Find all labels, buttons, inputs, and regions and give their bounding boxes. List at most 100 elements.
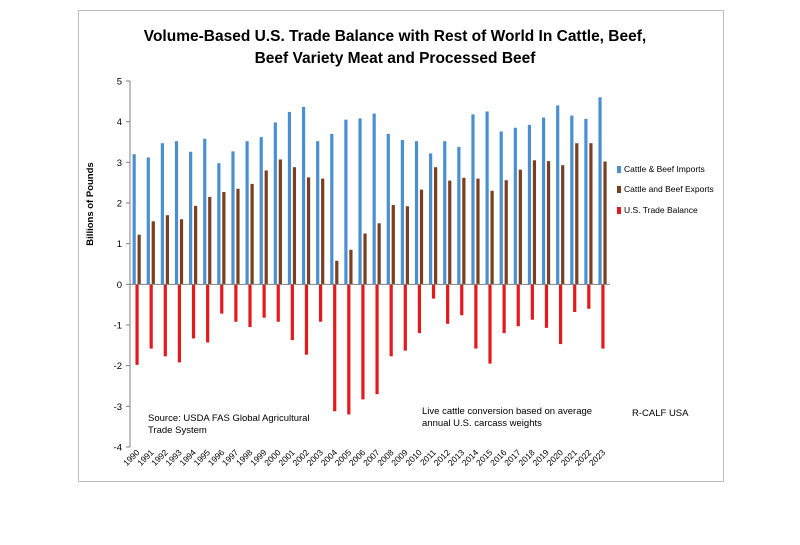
y-tick-label: 1 bbox=[117, 239, 122, 250]
bar-series bbox=[132, 97, 607, 415]
conversion-note-line-1: Live cattle conversion based on average bbox=[422, 406, 592, 417]
y-tick-label: 3 bbox=[117, 158, 122, 169]
bar-exports-2018 bbox=[532, 160, 537, 285]
bar-imports-2022 bbox=[584, 118, 588, 285]
bar-balance-1991 bbox=[149, 284, 153, 349]
y-tick-label: -4 bbox=[114, 443, 122, 454]
bar-exports-2007 bbox=[377, 223, 381, 285]
bar-balance-1996 bbox=[220, 284, 224, 314]
bar-exports-2001 bbox=[292, 167, 297, 285]
bar-imports-1996 bbox=[217, 163, 221, 285]
y-tick-label: 5 bbox=[117, 77, 122, 88]
bar-exports-2006 bbox=[363, 233, 367, 285]
bar-imports-2006 bbox=[358, 118, 362, 285]
bar-imports-1994 bbox=[189, 151, 193, 285]
bar-exports-2014 bbox=[476, 178, 480, 285]
bar-imports-2019 bbox=[541, 117, 546, 285]
legend: Cattle & Beef Imports Cattle and Beef Exp… bbox=[617, 164, 714, 215]
bar-balance-1995 bbox=[206, 284, 210, 343]
legend-label-3: U.S. Trade Balance bbox=[624, 205, 698, 215]
bar-balance-2021 bbox=[573, 284, 577, 312]
bar-exports-2021 bbox=[575, 143, 579, 285]
bar-balance-1994 bbox=[191, 284, 196, 339]
bar-imports-2010 bbox=[414, 141, 419, 285]
bar-balance-2015 bbox=[488, 284, 492, 364]
bar-imports-2009 bbox=[400, 139, 404, 285]
bar-imports-1992 bbox=[160, 143, 164, 285]
bar-imports-1991 bbox=[146, 157, 150, 285]
bar-balance-2018 bbox=[530, 284, 534, 320]
bar-exports-2013 bbox=[462, 177, 466, 285]
bar-balance-2000 bbox=[276, 284, 280, 322]
legend-swatch-2 bbox=[617, 186, 621, 193]
bar-balance-2010 bbox=[417, 284, 422, 334]
bar-exports-2003 bbox=[321, 178, 325, 285]
bar-balance-2014 bbox=[474, 284, 478, 349]
bar-imports-2011 bbox=[429, 153, 433, 285]
chart-title-line-2: Beef Variety Meat and Processed Beef bbox=[255, 50, 537, 67]
bar-balance-2012 bbox=[446, 284, 450, 324]
bar-imports-1995 bbox=[203, 138, 207, 285]
bar-imports-2001 bbox=[287, 111, 292, 285]
bar-imports-2018 bbox=[527, 124, 532, 285]
bar-exports-1997 bbox=[236, 188, 240, 285]
bar-imports-2003 bbox=[316, 141, 320, 285]
y-tick-label: 0 bbox=[117, 280, 122, 291]
bar-imports-2002 bbox=[301, 107, 306, 285]
bar-balance-2008 bbox=[389, 284, 393, 357]
bar-imports-1997 bbox=[231, 151, 235, 285]
source-note-line-2: Trade System bbox=[148, 425, 207, 436]
bar-balance-2001 bbox=[290, 284, 294, 341]
bar-balance-2006 bbox=[361, 284, 365, 400]
y-tick-label: -1 bbox=[114, 321, 122, 332]
bar-exports-2020 bbox=[561, 165, 565, 285]
bar-exports-1990 bbox=[137, 234, 141, 285]
bar-imports-2016 bbox=[499, 131, 503, 285]
legend-swatch-1 bbox=[617, 166, 621, 173]
bar-imports-2015 bbox=[485, 111, 489, 285]
bar-balance-2022 bbox=[587, 284, 591, 309]
y-tick-label: 4 bbox=[117, 117, 122, 128]
bar-balance-2016 bbox=[502, 284, 506, 334]
bar-exports-2004 bbox=[335, 260, 339, 285]
bar-exports-2019 bbox=[546, 161, 551, 285]
bar-balance-2007 bbox=[375, 284, 379, 395]
bar-imports-2007 bbox=[372, 113, 376, 285]
bar-exports-1993 bbox=[179, 219, 184, 285]
bar-balance-1997 bbox=[234, 284, 238, 322]
bar-balance-2009 bbox=[403, 284, 407, 351]
bar-exports-2023 bbox=[603, 161, 607, 285]
bar-exports-1999 bbox=[264, 170, 268, 285]
bar-exports-2012 bbox=[448, 180, 452, 285]
bar-balance-1992 bbox=[163, 284, 167, 357]
y-axis-label: Billions of Pounds bbox=[85, 162, 96, 245]
bar-exports-2002 bbox=[306, 177, 311, 285]
bar-imports-2008 bbox=[386, 133, 390, 285]
bar-balance-2017 bbox=[516, 284, 520, 327]
bar-balance-2004 bbox=[333, 284, 337, 412]
bar-exports-2017 bbox=[518, 169, 522, 285]
bar-balance-2011 bbox=[431, 284, 436, 299]
bar-exports-2015 bbox=[490, 190, 494, 285]
bar-balance-2002 bbox=[304, 284, 309, 355]
legend-swatch-3 bbox=[617, 207, 621, 214]
bar-exports-1995 bbox=[208, 196, 212, 285]
bar-balance-2003 bbox=[318, 284, 323, 322]
bar-imports-1993 bbox=[174, 141, 179, 285]
bar-imports-1998 bbox=[245, 141, 249, 285]
bar-exports-1994 bbox=[194, 205, 198, 285]
bar-balance-2013 bbox=[460, 284, 464, 316]
bar-exports-2010 bbox=[419, 189, 424, 285]
bar-exports-2008 bbox=[391, 205, 395, 285]
bar-imports-2013 bbox=[457, 146, 461, 285]
bar-imports-2014 bbox=[471, 114, 475, 285]
bar-imports-2017 bbox=[513, 127, 517, 285]
bar-balance-1990 bbox=[135, 284, 139, 365]
bar-exports-1992 bbox=[165, 215, 169, 285]
chart-title-line-1: Volume-Based U.S. Trade Balance with Res… bbox=[144, 28, 646, 45]
bar-imports-2020 bbox=[556, 105, 560, 285]
bar-exports-2016 bbox=[504, 180, 508, 285]
x-axis-ticks: 1990199119921993199419951996199719981999… bbox=[121, 447, 607, 468]
y-tick-label: -2 bbox=[114, 361, 122, 372]
